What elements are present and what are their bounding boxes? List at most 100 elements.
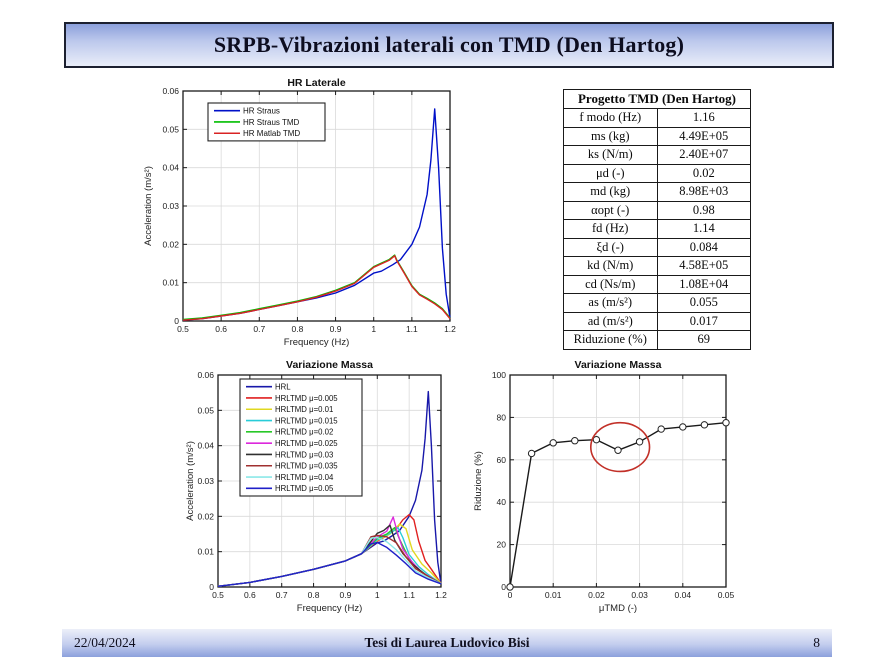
- param-value: 0.017: [656, 311, 751, 331]
- y-tick-label: 0.02: [197, 511, 214, 521]
- legend-label: HRLTMD μ=0.02: [275, 428, 333, 437]
- data-point-marker: [571, 437, 579, 445]
- table-row: fd (Hz) 1.14: [563, 219, 751, 239]
- data-point-marker: [635, 438, 644, 446]
- param-label: ks (N/m): [563, 145, 658, 165]
- table-row: kd (N/m) 4.58E+05: [563, 256, 751, 276]
- y-axis-label: Acceleration (m/s²): [185, 441, 196, 521]
- data-point-marker: [527, 449, 536, 458]
- table-header-row: Progetto TMD (Den Hartog): [563, 89, 751, 109]
- param-label: kd (N/m): [563, 256, 658, 276]
- data-point-marker: [700, 421, 709, 429]
- data-point-marker: [592, 435, 601, 444]
- param-label: cd (Ns/m): [563, 274, 658, 294]
- param-value: 8.98E+03: [656, 182, 751, 202]
- x-tick-label: 0: [508, 590, 513, 600]
- legend-label: HRLTMD μ=0.03: [275, 450, 333, 459]
- y-tick-label: 80: [497, 412, 507, 422]
- param-label: μd (-): [563, 163, 658, 183]
- x-tick-label: 1.1: [403, 590, 415, 600]
- param-value: 4.58E+05: [656, 256, 751, 276]
- chart-hr-laterale: 0.5 0.6 0.7 0.8 0.9 1 1.1 1.2 0 0.01 0.02 0.03 0.04 0…: [143, 77, 456, 348]
- slide-title: SRPB-Vibrazioni laterali con TMD (Den Ha…: [213, 32, 685, 57]
- data-point-marker: [657, 425, 665, 433]
- data-point-marker: [506, 583, 514, 591]
- y-tick-label: 0: [174, 316, 179, 326]
- param-value: 0.055: [656, 293, 751, 313]
- param-value: 2.40E+07: [656, 145, 751, 165]
- x-tick-label: 1.1: [406, 324, 418, 334]
- y-tick-label: 0.03: [197, 476, 214, 486]
- x-tick-label: 0.04: [675, 590, 692, 600]
- x-tick-label: 0.6: [244, 590, 256, 600]
- param-value: 1.08E+04: [656, 274, 751, 294]
- legend-label: HRLTMD μ=0.025: [275, 439, 338, 448]
- param-label: fd (Hz): [563, 219, 658, 239]
- slide-title-bar: SRPB-Vibrazioni laterali con TMD (Den Ha…: [64, 22, 834, 68]
- series-line: [217, 536, 442, 587]
- series-line: [217, 526, 442, 587]
- param-label: as (m/s²): [563, 293, 658, 313]
- param-label: αopt (-): [563, 200, 658, 220]
- param-value: 1.16: [656, 108, 751, 128]
- y-tick-label: 0: [209, 582, 214, 592]
- param-value: 0.98: [656, 200, 751, 220]
- param-label: md (kg): [563, 182, 658, 202]
- y-tick-label: 0.03: [162, 201, 179, 211]
- x-axis-label: Frequency (Hz): [284, 337, 349, 348]
- param-label: f modo (Hz): [563, 108, 658, 128]
- footer-page-number: 8: [813, 635, 820, 650]
- table-row: cd (Ns/m) 1.08E+04: [563, 274, 751, 294]
- x-tick-label: 0.9: [330, 324, 342, 334]
- x-axis-label: Frequency (Hz): [297, 603, 362, 614]
- legend-label: HRLTMD μ=0.015: [275, 416, 338, 425]
- x-tick-label: 0.7: [276, 590, 288, 600]
- x-tick-label: 0.6: [215, 324, 227, 334]
- legend-label: HR Straus: [243, 106, 280, 115]
- y-tick-label: 0.01: [162, 278, 179, 288]
- table-row: ξd (-) 0.084: [563, 237, 751, 257]
- y-tick-label: 0.02: [162, 239, 179, 249]
- y-axis-label: Acceleration (m/s²): [143, 166, 154, 246]
- y-tick-label: 0.06: [197, 370, 214, 380]
- y-tick-label: 40: [497, 497, 507, 507]
- x-tick-label: 1: [375, 590, 380, 600]
- table-row: μd (-) 0.02: [563, 163, 751, 183]
- y-tick-label: 0.01: [197, 547, 214, 557]
- chart-title: Variazione Massa: [286, 359, 373, 371]
- chart-variazione-massa-riduzione: 0 0.01 0.02 0.03 0.04 0.05 0 20 40 60 80 100 Variazi…: [473, 359, 735, 614]
- table-row: ms (kg) 4.49E+05: [563, 126, 751, 146]
- data-point-marker: [722, 418, 730, 427]
- legend-label: HRLTMD μ=0.05: [275, 484, 334, 493]
- legend-label: HRLTMD μ=0.005: [275, 394, 338, 403]
- y-tick-label: 0.05: [162, 124, 179, 134]
- param-value: 4.49E+05: [656, 126, 751, 146]
- y-tick-label: 0.04: [162, 163, 179, 173]
- annotation-ellipse: [589, 421, 651, 473]
- y-tick-label: 0.05: [197, 405, 214, 415]
- x-tick-label: 0.02: [588, 590, 605, 600]
- tmd-table-body: f modo (Hz) 1.16 ms (kg) 4.49E+05 ks (N/m) 2.…: [563, 108, 751, 350]
- legend-label: HRLTMD μ=0.01: [275, 405, 333, 414]
- y-tick-label: 20: [497, 540, 507, 550]
- x-tick-label: 0.03: [631, 590, 648, 600]
- param-label: ad (m/s²): [563, 311, 658, 331]
- chart-title: Variazione Massa: [575, 359, 662, 371]
- y-tick-label: 100: [492, 370, 506, 380]
- legend-label: HRLTMD μ=0.035: [275, 462, 338, 471]
- y-tick-label: 60: [497, 455, 507, 465]
- table-row: Riduzione (%) 69: [563, 330, 751, 350]
- x-tick-label: 0.05: [718, 590, 735, 600]
- table-row: as (m/s²) 0.055: [563, 293, 751, 313]
- data-point-marker: [614, 446, 622, 454]
- chart-variazione-massa-frequenza: 0.5 0.6 0.7 0.8 0.9 1 1.1 1.2 0 0.01 0.02 0.03 0.04 0…: [185, 359, 447, 614]
- legend-label: HR Straus TMD: [243, 118, 300, 127]
- x-tick-label: 0.8: [308, 590, 320, 600]
- x-tick-label: 1.2: [444, 324, 456, 334]
- y-tick-label: 0.04: [197, 441, 214, 451]
- legend-label: HRL: [275, 382, 291, 391]
- x-tick-label: 1: [371, 324, 376, 334]
- data-point-marker: [549, 439, 557, 447]
- x-tick-label: 0.8: [292, 324, 304, 334]
- series-line: [217, 534, 442, 587]
